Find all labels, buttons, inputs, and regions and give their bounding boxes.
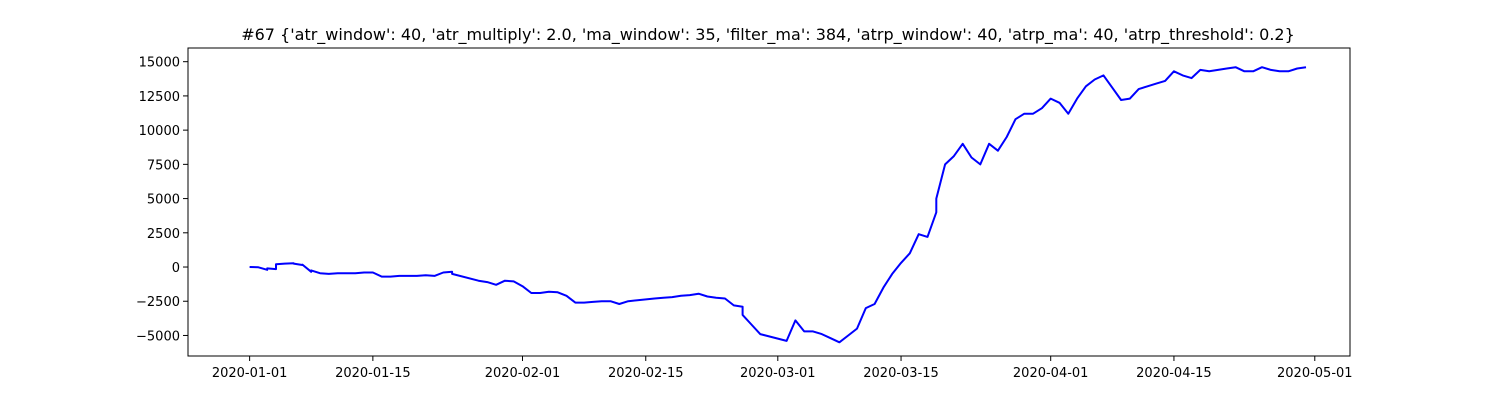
x-tick-label: 2020-04-01 — [1013, 366, 1089, 381]
y-tick-label: −5000 — [136, 329, 180, 344]
x-tick-label: 2020-05-01 — [1277, 366, 1353, 381]
x-tick-label: 2020-01-01 — [212, 366, 288, 381]
plot-area: 2020-01-01 2020-01-15 2020-02-01 2020-02-15… — [136, 47, 1353, 381]
x-tick-label: 2020-02-01 — [485, 366, 561, 381]
y-tick-label: 10000 — [139, 124, 180, 139]
x-tick-label: 2020-03-15 — [863, 366, 939, 381]
y-tick-label: 15000 — [139, 56, 180, 71]
y-tick-label: 2500 — [147, 227, 180, 242]
chart-title: #67 {'atr_window': 40, 'atr_multiply': 2… — [241, 25, 1295, 45]
y-tick-label: 12500 — [139, 90, 180, 105]
axes-frame — [187, 47, 1351, 357]
x-tick-label: 2020-02-15 — [608, 366, 684, 381]
y-tick-label: 5000 — [147, 193, 180, 208]
x-tick-label: 2020-03-01 — [740, 366, 816, 381]
y-tick-label: −2500 — [136, 295, 180, 310]
x-tick-label: 2020-04-15 — [1136, 366, 1212, 381]
series-line — [249, 66, 1307, 344]
y-tick-label: 7500 — [147, 158, 180, 173]
x-tick-label: 2020-01-15 — [335, 366, 411, 381]
y-tick-label: 0 — [172, 261, 180, 276]
